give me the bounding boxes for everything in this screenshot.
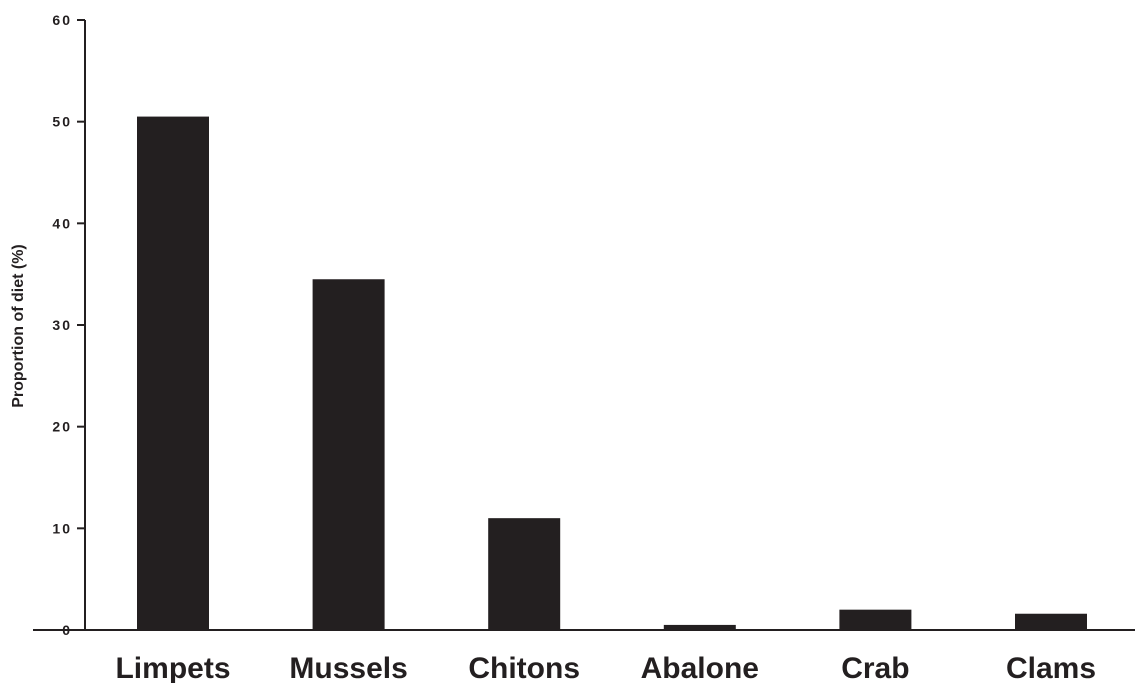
y-tick-label: 20 xyxy=(52,419,72,435)
y-tick-label: 40 xyxy=(52,215,72,231)
bar-mussels xyxy=(312,279,385,630)
x-category-label: Crab xyxy=(841,652,909,683)
bar-limpets xyxy=(137,116,209,631)
bars xyxy=(137,116,1087,631)
bar-chitons xyxy=(488,518,561,630)
y-axis-title: Proportion of diet (%) xyxy=(10,244,27,408)
x-category-label: Mussels xyxy=(289,652,407,683)
y-tick-label: 30 xyxy=(52,317,72,333)
bar-clams xyxy=(1015,613,1087,630)
x-category-label: Clams xyxy=(1006,652,1096,683)
bar-abalone xyxy=(663,624,736,630)
bar-crab xyxy=(839,609,912,630)
x-category-label: Limpets xyxy=(115,652,230,683)
x-axis-labels: Limpets Mussels Chitons Abalone Crab Clams xyxy=(115,652,1096,683)
y-tick-label: 10 xyxy=(52,520,72,536)
x-category-label: Chitons xyxy=(468,652,580,683)
y-tick-label: 50 xyxy=(52,114,72,130)
x-category-label: Abalone xyxy=(641,652,759,683)
y-tick-label: 60 xyxy=(52,12,72,28)
